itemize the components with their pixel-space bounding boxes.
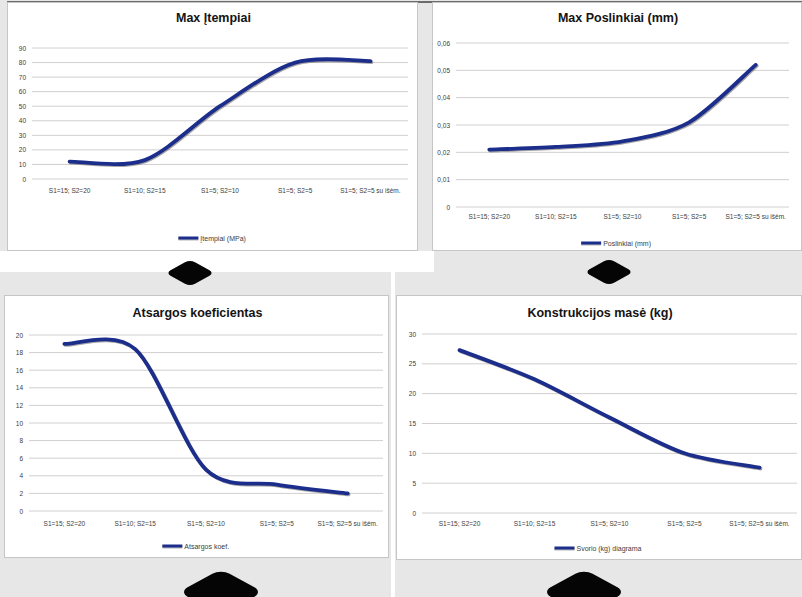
data-line-series [70,59,371,164]
y-tick-label: 70 [19,74,27,81]
chart-title: Atsargos koeficientas [133,306,263,320]
y-tick-label: 0,06 [437,40,450,47]
y-tick-label: 14 [16,384,24,391]
legend-label: Įtempiai (MPa) [200,235,246,243]
y-tick-label: 20 [19,146,27,153]
x-category-label: S1=5; S2=5 su išėm. [317,520,378,527]
legend-label: Svorio (kg) diagrama [577,545,642,553]
x-category-label: S1=5; S2=5 [260,520,295,527]
chart-title: Konstrukcijos masė (kg) [527,306,672,320]
chart-svg: 0 2 4 6 8 10 12 14 16 18 20 Atsargos koeficientas S1… [5,296,390,559]
y-tick-label: 10 [16,420,24,427]
chart-max-itempiai: 0 10 20 30 40 50 60 70 80 90 Max Įtempiai S1=15; S2… [7,2,418,251]
x-category-label: S1=5; S2=10 [187,520,225,527]
y-tick-label: 5 [412,480,416,487]
chart-title: Max Poslinkiai (mm) [558,11,678,25]
x-category-label: S1=5; S2=5 [667,520,702,527]
data-line-series [460,350,760,468]
y-tick-label: 20 [16,332,24,339]
legend-label: Atsargos koef. [184,543,229,551]
y-tick-label: 0 [22,176,26,183]
x-category-label: S1=10; S2=15 [514,520,556,527]
x-category-label: S1=15; S2=20 [439,520,481,527]
legend-label: Poslinkiai (mm) [603,240,651,248]
data-line-series [489,65,755,150]
y-tick-label: 0,01 [437,176,450,183]
y-tick-label: 90 [19,45,27,52]
y-tick-label: 6 [19,455,23,462]
chart-title: Max Įtempiai [176,11,251,25]
y-tick-label: 50 [19,103,27,110]
chart-atsargos-koeficientas: 0 2 4 6 8 10 12 14 16 18 20 Atsargos koeficientas S1… [4,295,389,558]
chart-svg: 0 5 10 15 20 25 30 Konstrukcijos masė (kg) S1=15… [397,296,802,561]
x-category-label: S1=5; S2=5 [672,213,707,220]
chart-svg: 0 0,01 0,02 0,03 0,04 0,05 0,06 Max Poslinkiai … [433,3,802,252]
y-tick-label: 0 [19,508,23,515]
y-tick-label: 2 [19,490,23,497]
y-tick-label: 0,05 [437,67,450,74]
y-tick-label: 0,04 [437,94,450,101]
x-category-label: S1=5; S2=10 [591,520,629,527]
x-category-label: S1=10; S2=15 [535,213,577,220]
x-category-label: S1=15; S2=20 [49,187,91,194]
connector-diamond-icon [542,569,626,597]
y-tick-label: 8 [19,437,23,444]
y-tick-label: 0,03 [437,122,450,129]
x-category-label: S1=5; S2=10 [604,213,642,220]
connector-diamond-icon [179,569,263,597]
x-category-label: S1=15; S2=20 [469,213,511,220]
x-category-label: S1=10; S2=15 [124,187,166,194]
x-category-label: S1=5; S2=5 su išėm. [340,187,401,194]
background-strip-horizontal [0,251,434,272]
background-strip-vertical [391,272,395,597]
y-tick-label: 0 [412,510,416,517]
y-tick-label: 0,02 [437,149,450,156]
slide-canvas: { "page": { "background": "#e7e7e7" }, "… [0,0,802,597]
x-category-label: S1=5; S2=10 [201,187,239,194]
y-tick-label: 25 [409,360,417,367]
y-tick-label: 80 [19,59,27,66]
y-tick-label: 4 [19,472,23,479]
y-tick-label: 30 [19,132,27,139]
y-tick-label: 20 [409,390,417,397]
y-tick-label: 18 [16,349,24,356]
x-category-label: S1=5; S2=5 su išėm. [726,213,787,220]
chart-max-poslinkiai: 0 0,01 0,02 0,03 0,04 0,05 0,06 Max Poslinkiai … [432,2,802,251]
y-tick-label: 15 [409,420,417,427]
connector-diamond-icon [584,259,633,286]
data-line-series [64,339,347,493]
x-category-label: S1=10; S2=15 [114,520,156,527]
y-tick-label: 10 [19,161,27,168]
y-tick-label: 12 [16,402,24,409]
y-tick-label: 40 [19,117,27,124]
x-category-label: S1=5; S2=5 [278,187,313,194]
chart-svg: 0 10 20 30 40 50 60 70 80 90 Max Įtempiai S1=15; S2… [8,3,419,252]
y-tick-label: 60 [19,88,27,95]
y-tick-label: 16 [16,367,24,374]
x-category-label: S1=5; S2=5 su išėm. [729,520,790,527]
chart-konstrukcijos-mase: 0 5 10 15 20 25 30 Konstrukcijos masė (kg) S1=15… [396,295,802,560]
y-tick-label: 0 [446,204,450,211]
y-tick-label: 10 [409,450,417,457]
y-tick-label: 30 [409,331,417,338]
x-category-label: S1=15; S2=20 [44,520,86,527]
